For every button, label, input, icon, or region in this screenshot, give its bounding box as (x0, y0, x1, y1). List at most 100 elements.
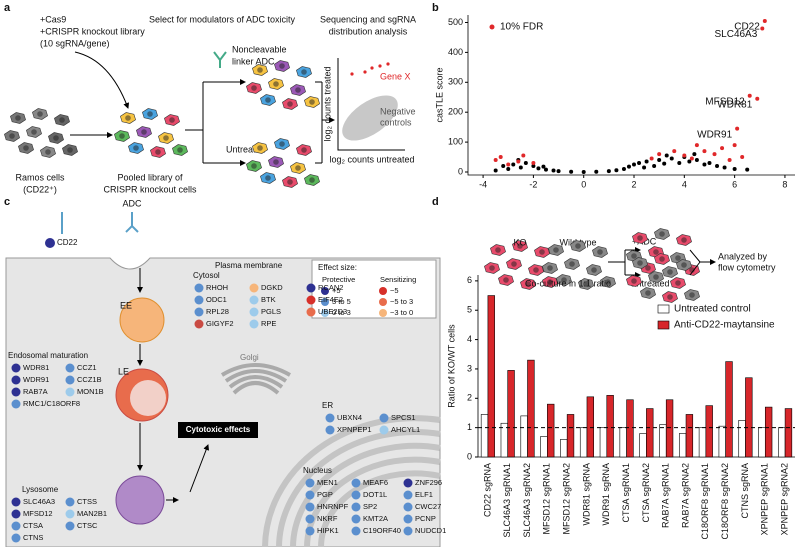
label: flow cytometry (718, 262, 776, 272)
legend-label: 10% FDR (500, 22, 543, 33)
nucleus (265, 97, 271, 103)
point (657, 152, 662, 157)
gene-dot (65, 509, 75, 519)
bar (547, 403, 555, 458)
x-tick-label: C18ORF8 sgRNA2 (720, 463, 730, 540)
gene-label: WDR81 (23, 363, 49, 372)
gene-label: ZNF296 (415, 478, 442, 487)
point (669, 156, 674, 161)
y-tick-label: 4 (467, 334, 472, 344)
nucleus (547, 265, 553, 271)
nucleus (591, 267, 597, 273)
er-membrane (290, 442, 441, 547)
gene-label: SP2 (363, 502, 377, 511)
gene-dot (11, 533, 21, 543)
bar (659, 424, 667, 458)
nucleus (681, 237, 687, 243)
point (745, 167, 750, 172)
nucleus (503, 277, 509, 283)
gene-dot (249, 283, 259, 293)
point (740, 155, 745, 160)
point (581, 170, 586, 175)
gene-dot (306, 307, 316, 317)
nucleus (675, 280, 681, 286)
bar (480, 414, 489, 458)
x-tick-label: RAB7A sgRNA1 (661, 463, 671, 528)
nucleus (119, 133, 125, 139)
gene-label: NUDCD1 (415, 526, 446, 535)
label: linker ADC (232, 56, 275, 66)
arrow (689, 261, 701, 276)
late-endosome-inner (130, 380, 166, 416)
axis (337, 58, 405, 151)
arrow (689, 249, 701, 263)
point (689, 156, 694, 161)
group-title: Cytosol (193, 271, 220, 280)
group-title: Nucleus (303, 466, 332, 475)
gene-dot (65, 497, 75, 507)
point (722, 165, 727, 170)
gene-dot (403, 514, 413, 524)
nucleus (597, 249, 603, 255)
nucleus (667, 294, 673, 300)
gene-label: KMT2A (363, 514, 388, 523)
gene-label: AHCYL1 (391, 425, 420, 434)
bar (718, 425, 726, 458)
x-tick-label: WDR81 sgRNA (581, 463, 591, 526)
point (516, 159, 521, 164)
legend-swatch (657, 304, 670, 314)
label: Untreated (226, 144, 266, 154)
x-tick-label: CTNS sgRNA (740, 463, 750, 519)
point (727, 158, 732, 163)
gene-dot (11, 521, 21, 531)
bar (560, 439, 568, 458)
point (694, 158, 699, 163)
bar (606, 395, 614, 458)
gene-dot (305, 514, 315, 524)
point (614, 168, 619, 173)
label: +Cas9 (40, 14, 66, 24)
axis-title: Ratio of KO/WT cells (446, 324, 456, 408)
x-tick-label: 2 (632, 179, 637, 189)
legend-label: Untreated control (674, 304, 751, 315)
point (521, 153, 526, 158)
scatter-cloud (342, 95, 398, 141)
x-tick-label: 6 (732, 179, 737, 189)
point-label: SLC46A3 (714, 29, 757, 40)
nucleus (667, 269, 673, 275)
x-tick-label: -4 (479, 179, 487, 189)
point-label: WDR81 (717, 99, 752, 110)
bar (599, 427, 608, 458)
gene-label: CWC27 (415, 502, 441, 511)
gene-label: CTNS (23, 533, 43, 542)
nucleus (287, 101, 293, 107)
nucleus (9, 133, 15, 139)
panel-letter: b (432, 2, 439, 14)
hit-dot (363, 70, 367, 74)
point (506, 162, 511, 167)
nucleus (561, 277, 567, 283)
gene-dot (403, 478, 413, 488)
bar (758, 427, 766, 458)
gene-dot (194, 295, 204, 305)
gene-dot (194, 283, 204, 293)
nucleus (251, 85, 257, 91)
nucleus (659, 256, 665, 262)
nucleus (653, 274, 659, 280)
x-tick-label: XPNPEP sgRNA1 (760, 463, 770, 535)
legend-label: −5 (390, 286, 399, 295)
point (732, 167, 737, 172)
legend-label: 0 to 3 (332, 308, 351, 317)
nucleus (681, 262, 687, 268)
bar (745, 377, 753, 458)
y-tick-label: 400 (448, 47, 463, 57)
x-tick-label: MFSD12 sgRNA2 (562, 463, 572, 535)
label: log₂ counts untreated (329, 154, 414, 164)
nucleus (645, 290, 651, 296)
nucleus (251, 163, 257, 169)
nucleus (645, 265, 651, 271)
x-tick-label: RAB7A sgRNA2 (680, 463, 690, 528)
bar (579, 427, 588, 458)
bar (685, 414, 694, 458)
